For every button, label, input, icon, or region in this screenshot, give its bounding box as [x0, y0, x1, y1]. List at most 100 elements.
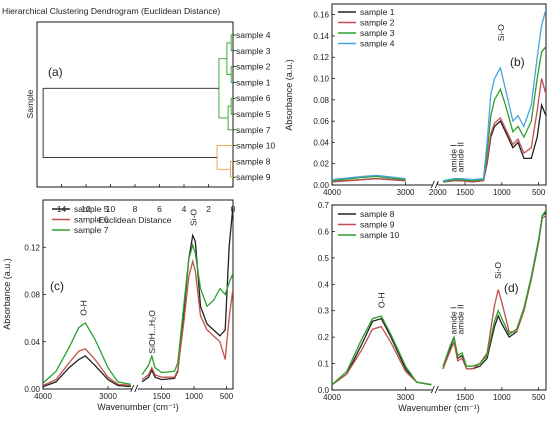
peak-annotation: O-H: [78, 300, 88, 316]
panel-a-frame: [36, 21, 234, 188]
series-line: [332, 175, 406, 182]
y-tick-label: 0.04: [313, 138, 329, 147]
y-tick-label: 0.16: [313, 11, 329, 20]
axis-break-gap: [432, 386, 439, 394]
x-tick-label: 3000: [99, 392, 117, 401]
x-tick-label: 500: [220, 392, 234, 401]
dendrogram-link: [230, 34, 233, 52]
axis-break-mark: [430, 385, 439, 394]
x-tick-label: 1500: [456, 188, 474, 197]
series-line: [332, 325, 432, 386]
leaf-label: sample 8: [236, 156, 271, 166]
panel-c-xlabel: Wavenumber (cm⁻¹): [97, 402, 178, 412]
y-tick-label: 0.5: [318, 254, 330, 263]
y-tick-label: 0.4: [318, 280, 330, 289]
series-line: [332, 315, 432, 386]
panel-b-label: (b): [510, 55, 525, 69]
leaf-label: sample 2: [236, 62, 271, 72]
leaf-label: sample 7: [236, 125, 271, 135]
y-tick-label: 0.6: [318, 227, 330, 236]
y-tick-label: 0.04: [24, 338, 40, 347]
x-tick-label: 12: [81, 204, 91, 214]
axis-break-gap: [432, 181, 439, 189]
y-tick-label: 0.7: [318, 201, 330, 210]
y-tick-label: 0.3: [318, 307, 330, 316]
x-tick-label: 1000: [493, 188, 511, 197]
legend-label: sample 7: [74, 225, 109, 235]
series-line: [141, 242, 233, 376]
panel-c-spectra: 4000 3000 1500 1000 500 0.00 0.04 0.08 0.12 sampl…: [2, 199, 234, 412]
series-line: [442, 209, 546, 367]
series-line: [332, 177, 406, 183]
y-tick-label: 0.1: [318, 360, 330, 369]
x-tick-label: 6: [157, 204, 162, 214]
leaf-label: sample 6: [236, 93, 271, 103]
series-line: [332, 174, 406, 181]
legend-label: sample 4: [360, 39, 395, 49]
leaf-label: sample 10: [236, 141, 275, 151]
x-tick-label: 4000: [323, 188, 341, 197]
x-tick-label: 1000: [493, 393, 511, 402]
x-tick-label: 500: [532, 393, 546, 402]
dendrogram-link: [227, 105, 233, 131]
peak-annotation: amide I: [448, 144, 458, 172]
legend-label: sample 1: [360, 7, 395, 17]
x-tick-label: 8: [133, 204, 138, 214]
dendrogram-link: [42, 87, 219, 158]
peak-annotation: O-H: [376, 292, 386, 308]
series-line: [141, 205, 233, 383]
leaf-label: sample 4: [236, 30, 271, 40]
legend-label: sample 5: [74, 204, 109, 214]
peak-annotation: amide I: [448, 307, 458, 335]
peak-annotation: Si-O: [493, 262, 503, 279]
x-tick-label: 10: [106, 204, 116, 214]
x-tick-label: 4000: [34, 392, 52, 401]
y-tick-label: 0.08: [313, 96, 329, 105]
series-line: [442, 212, 546, 370]
x-tick-label: 4000: [323, 393, 341, 402]
y-tick-label: 0.02: [313, 160, 329, 169]
panel-b-spectra: 4000 3000 2000 1500 1000 500 0.00 0.02 0.04 0.06 0…: [284, 3, 547, 197]
panel-d-xlabel: Wavenumber (cm⁻¹): [398, 403, 479, 413]
y-tick-label: 0.12: [313, 53, 329, 62]
leaf-label: sample 5: [236, 109, 271, 119]
panel-d-label: (d): [504, 281, 519, 295]
peak-annotation: amide II: [456, 142, 466, 172]
series-line: [43, 321, 131, 385]
panel-c-ylabel: Absorbance (a.u.): [2, 258, 12, 330]
legend-label: sample 8: [360, 209, 395, 219]
x-tick-label: 3000: [397, 188, 415, 197]
peak-annotation: SiOH...H₂O: [147, 310, 157, 354]
leaf-label: sample 3: [236, 46, 271, 56]
legend-label: sample 10: [360, 230, 399, 240]
series-line: [442, 9, 546, 182]
series-line: [442, 46, 546, 183]
panel-a-title: Hierarchical Clustering Dendrogram (Eucl…: [2, 6, 220, 16]
leaf-label: sample 9: [236, 172, 271, 182]
panel-d-frame: [331, 204, 547, 391]
y-tick-label: 0.00: [24, 385, 40, 394]
series-line: [43, 348, 131, 387]
x-tick-label: 500: [532, 188, 546, 197]
legend-label: sample 6: [74, 215, 109, 225]
y-tick-label: 0.12: [24, 243, 40, 252]
panel-b-ylabel: Absorbance (a.u.): [284, 59, 294, 131]
series-line: [332, 317, 432, 386]
panel-a-dendrogram: Hierarchical Clustering Dendrogram (Eucl…: [2, 6, 275, 225]
y-tick-label: 0.2: [318, 333, 330, 342]
legend-label: sample 3: [360, 28, 395, 38]
series-line: [141, 258, 233, 381]
y-tick-label: 0.10: [313, 75, 329, 84]
panel-c-label: (c): [50, 279, 64, 293]
peak-annotation: amide II: [456, 304, 466, 334]
series-line: [43, 355, 131, 388]
series-line: [442, 78, 546, 183]
dendrogram-link: [230, 97, 233, 115]
panel-a-ylabel: Sample: [25, 89, 35, 118]
dendrogram-link: [230, 66, 233, 83]
x-tick-label: 2000: [429, 188, 447, 197]
peak-annotation: Si-O: [496, 24, 506, 41]
panel-d-spectra: 4000 3000 1500 1000 500 0.0 0.1 0.2 0.3 0.4 0.5 0.6…: [318, 201, 547, 413]
leaf-label: sample 1: [236, 77, 271, 87]
